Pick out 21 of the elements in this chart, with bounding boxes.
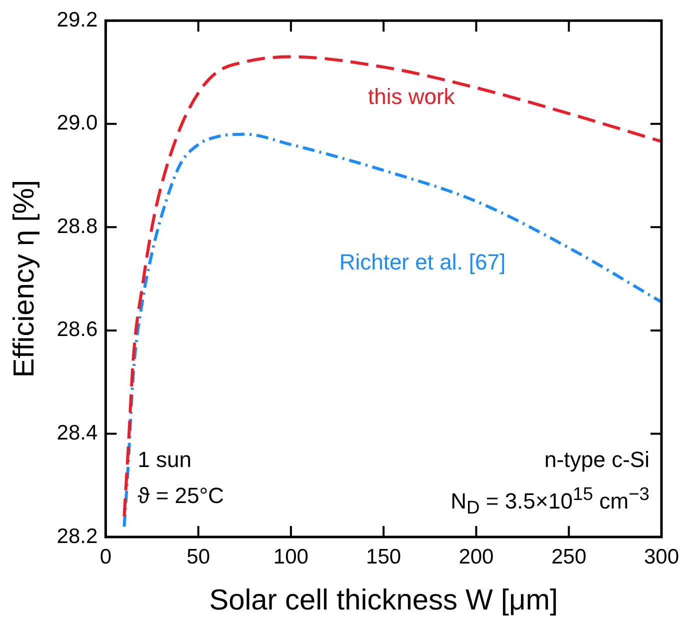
x-tick-label: 300	[644, 545, 680, 568]
y-tick-label: 29.2	[56, 8, 98, 32]
y-tick-label: 28.4	[56, 422, 98, 445]
x-tick-label: 100	[273, 545, 308, 568]
annotation: N$_{D}$ = 3.5×10$^{15}$ cm$^{−3}$	[450, 483, 650, 518]
x-tick-label: 250	[551, 545, 586, 568]
series-label: Richter et al. [67]	[339, 249, 506, 274]
annotation: 1 sun	[138, 447, 192, 472]
y-axis-title: Efficiency η [%]	[8, 180, 40, 378]
x-tick-label: 150	[366, 545, 402, 568]
annotation: ϑ = 25°C	[138, 483, 224, 508]
y-tick-label: 28.8	[56, 214, 98, 238]
x-tick-label: 0	[100, 545, 112, 568]
y-tick-label: 28.2	[56, 524, 98, 548]
annotation: n-type c-Si	[544, 447, 650, 472]
series-label: this work	[368, 84, 456, 110]
x-tick-label: 50	[186, 545, 210, 568]
y-tick-label: 28.6	[56, 318, 98, 342]
x-tick-label: 200	[458, 545, 494, 568]
y-tick-label: 29.0	[56, 112, 98, 135]
x-axis-title: Solar cell thickness W [μm]	[209, 584, 558, 617]
